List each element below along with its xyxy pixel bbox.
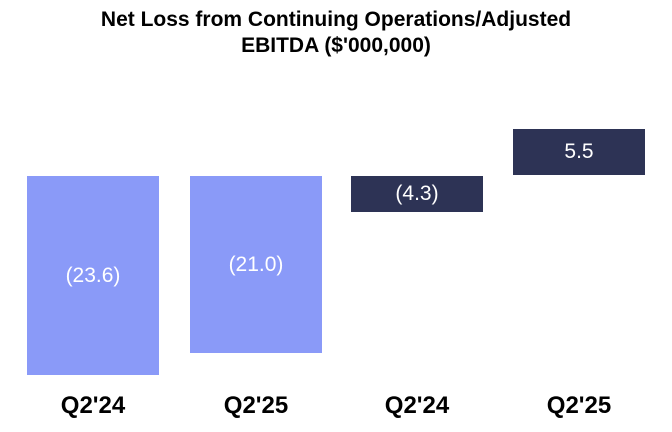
bar: (23.6) bbox=[27, 176, 159, 375]
bar: (4.3) bbox=[351, 176, 483, 212]
bar: (21.0) bbox=[190, 176, 322, 353]
bar-value-label: (23.6) bbox=[65, 263, 121, 287]
x-axis-label: Q2'24 bbox=[60, 392, 126, 419]
x-axis-label: Q2'25 bbox=[546, 392, 612, 419]
x-axis-label: Q2'24 bbox=[384, 392, 450, 419]
x-axis-label: Q2'25 bbox=[223, 392, 289, 419]
bar: 5.5 bbox=[513, 129, 645, 175]
chart-title-line-1: Net Loss from Continuing Operations/Adju… bbox=[100, 8, 572, 31]
bar-value-label: 5.5 bbox=[564, 140, 594, 163]
bar-value-label: (4.3) bbox=[395, 182, 439, 205]
bar-value-label: (21.0) bbox=[228, 252, 284, 276]
chart-title: Net Loss from Continuing Operations/Adju… bbox=[0, 7, 672, 59]
chart-title-line-2: EBITDA ($'000,000) bbox=[241, 34, 431, 57]
